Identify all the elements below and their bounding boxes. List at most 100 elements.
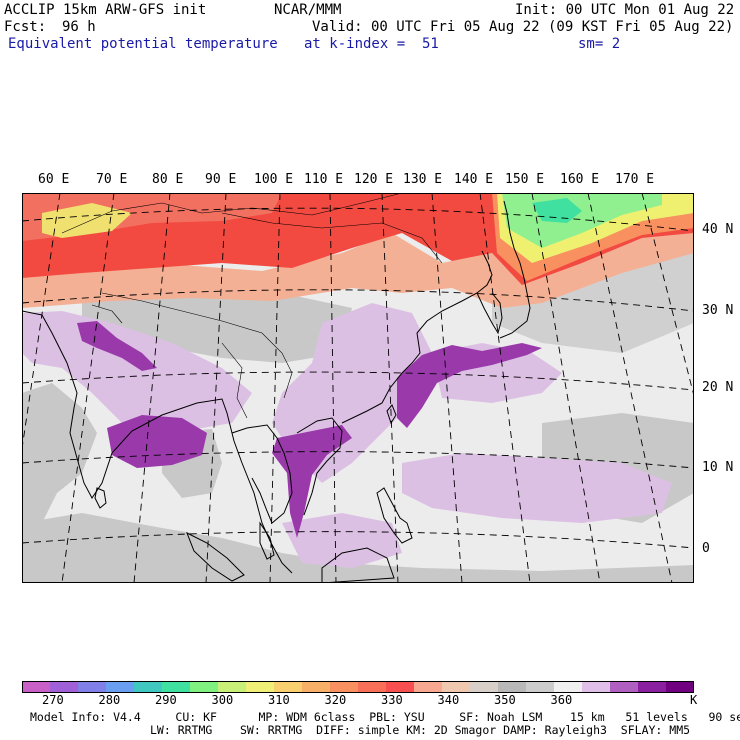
grid-lat-20n xyxy=(22,371,694,391)
colorbar-tick-label: 340 xyxy=(437,693,460,707)
border-north xyxy=(61,193,403,234)
coast-srilanka xyxy=(94,487,107,509)
model-info-line2: LW: RRTMG SW: RRTMG DIFF: simple KM: 2D … xyxy=(150,723,691,737)
model-title: ACCLIP 15km ARW-GFS init xyxy=(4,2,207,18)
lon-label-110e: 110 E xyxy=(304,172,344,187)
map-border xyxy=(22,193,694,583)
lon-label-160e: 160 E xyxy=(560,172,600,187)
field-name: Equivalent potential temperature xyxy=(8,36,278,52)
lon-label-100e: 100 E xyxy=(254,172,294,187)
coast-japan xyxy=(499,200,531,339)
lon-label-70e: 70 E xyxy=(96,172,128,187)
coast-india xyxy=(22,310,293,574)
colorbar-tick-label: 290 xyxy=(155,693,177,707)
colorbar-swatch xyxy=(330,681,359,693)
grid-lat-10n xyxy=(22,451,694,469)
grid-lon-100e xyxy=(269,193,281,583)
colorbar-swatch xyxy=(246,681,275,693)
lat-label-20n: 20 N xyxy=(702,380,734,395)
colorbar-swatch xyxy=(666,681,694,693)
coast-taiwan xyxy=(386,404,397,425)
colorbar-swatch xyxy=(526,681,555,693)
colorbar-swatch xyxy=(162,681,191,693)
grid-lat-40n xyxy=(22,207,694,232)
grid-lon-160e xyxy=(587,193,673,583)
grid-lon-70e xyxy=(61,193,115,583)
colorbar-swatch xyxy=(582,681,611,693)
valid-time: Valid: 00 UTC Fri 05 Aug 22 (09 KST Fri … xyxy=(312,19,734,35)
region-green-core xyxy=(532,198,582,223)
coast-sumatra xyxy=(186,531,245,582)
grid-lon-130e xyxy=(431,193,463,583)
grid-lon-120e xyxy=(381,193,399,583)
grid-lat-0 xyxy=(22,531,694,549)
lat-label-40n: 40 N xyxy=(702,222,734,237)
grid-lon-60e xyxy=(22,193,61,452)
colorbar-tick-label: 320 xyxy=(324,693,347,707)
lat-label-0: 0 xyxy=(702,541,710,556)
coast-philippines xyxy=(376,487,413,544)
colorbar-swatch xyxy=(22,681,51,693)
lon-label-60e: 60 E xyxy=(38,172,70,187)
lon-label-170e: 170 E xyxy=(615,172,655,187)
grid-lat-30n xyxy=(22,289,694,312)
region-lavender-south xyxy=(282,513,402,568)
grid-lon-110e xyxy=(329,193,337,583)
colorbar-swatch xyxy=(414,681,443,693)
colorbar-tick-label: 270 xyxy=(42,693,64,707)
forecast-label: Fcst: xyxy=(4,19,47,35)
colorbar-swatch xyxy=(274,681,303,693)
region-lavender-india xyxy=(22,311,252,433)
model-info-line1: Model Info: V4.4 CU: KF MP: WDM 6class P… xyxy=(30,710,740,724)
colorbar-tick-label: 330 xyxy=(381,693,403,707)
region-purple-indochina xyxy=(272,425,352,538)
forecast-hours: 96 h xyxy=(62,19,96,35)
grid-lon-90e xyxy=(205,193,227,583)
colorbar-swatch xyxy=(78,681,107,693)
colorbar-swatch xyxy=(498,681,527,693)
colorbar-swatch xyxy=(442,681,471,693)
lon-label-130e: 130 E xyxy=(403,172,443,187)
lon-label-150e: 150 E xyxy=(505,172,545,187)
colorbar-swatch xyxy=(358,681,387,693)
region-gray-india xyxy=(22,383,97,533)
border-china-sw xyxy=(91,304,123,324)
border-tibet xyxy=(101,292,293,399)
colorbar xyxy=(22,681,694,693)
border-mongolia xyxy=(221,212,443,264)
colorbar-swatch xyxy=(554,681,583,693)
region-gray-south xyxy=(22,513,694,583)
region-lavender-tropics xyxy=(402,453,672,523)
lat-label-10n: 10 N xyxy=(702,460,734,475)
coast-china xyxy=(341,250,493,424)
colorbar-tick-label: 350 xyxy=(494,693,516,707)
colorbar-swatch xyxy=(50,681,79,693)
org-label: NCAR/MMM xyxy=(274,2,342,18)
colorbar-swatch xyxy=(134,681,163,693)
colorbar-swatch xyxy=(470,681,499,693)
coast-vietnam xyxy=(296,417,343,516)
colorbar-swatch xyxy=(386,681,415,693)
grid-lon-80e xyxy=(133,193,171,583)
colorbar-swatch xyxy=(190,681,219,693)
coast-indochina xyxy=(231,424,293,524)
grid-lon-140e xyxy=(479,193,531,583)
lon-label-120e: 120 E xyxy=(354,172,394,187)
colorbar-tick-label: 360 xyxy=(550,693,573,707)
smoothing: sm= 2 xyxy=(578,36,621,52)
region-purple-nindia xyxy=(77,321,157,371)
init-time: Init: 00 UTC Mon 01 Aug 22 xyxy=(515,2,735,18)
border-myanmar xyxy=(221,342,248,419)
theta-e-map xyxy=(22,193,694,583)
colorbar-unit: K xyxy=(690,693,698,707)
colorbar-swatch xyxy=(610,681,639,693)
grid-lon-150e xyxy=(531,193,601,583)
colorbar-tick-label: 280 xyxy=(98,693,121,707)
colorbar-swatch xyxy=(638,681,667,693)
colorbar-swatch xyxy=(106,681,135,693)
level-index: at k-index = 51 xyxy=(304,36,439,52)
lon-label-80e: 80 E xyxy=(152,172,184,187)
colorbar-tick-label: 300 xyxy=(211,693,234,707)
region-purple-bay xyxy=(107,415,207,468)
colorbar-swatch xyxy=(218,681,247,693)
